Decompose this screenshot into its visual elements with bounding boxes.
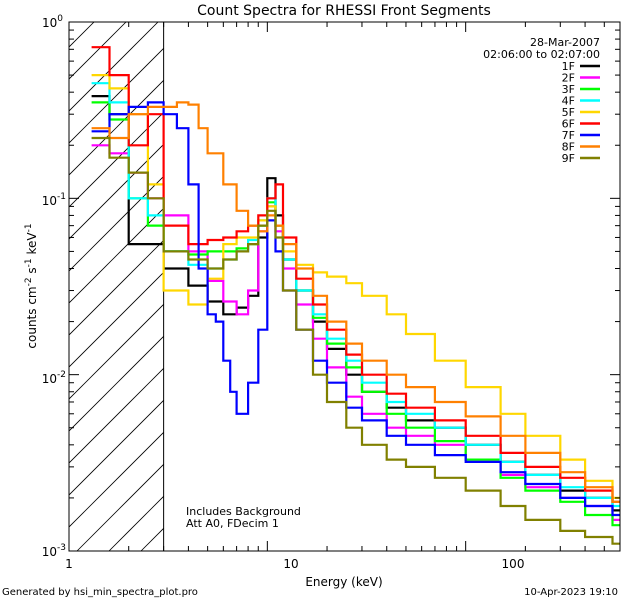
hatch-line [69, 79, 164, 176]
legend-label-6f: 6F [562, 118, 575, 131]
y-tick-label: 10-1 [42, 192, 66, 208]
y-tick-base: 10 [42, 372, 57, 386]
y-label-exp: -2 [24, 277, 34, 286]
time-range-label: 02:06:00 to 02:07:00 [483, 48, 600, 61]
x-axis-label: Energy (keV) [305, 575, 382, 589]
y-tick-exponent: -2 [57, 370, 66, 380]
series-line-3f [91, 101, 620, 527]
hatch-line [69, 175, 164, 272]
hatch-line [0, 0, 101, 551]
y-label-part: s [25, 267, 39, 277]
axis-ticks [68, 21, 621, 552]
y-tick-exponent: 0 [57, 14, 63, 24]
series-line-2f [91, 144, 620, 521]
annotation-background: Includes Background [186, 505, 301, 518]
series-line-6f [91, 46, 620, 503]
legend-label-5f: 5F [562, 106, 575, 119]
plot-frame [68, 21, 621, 552]
series-line-5f [91, 74, 620, 499]
hatch-line [69, 367, 164, 464]
hatch-line [69, 335, 164, 432]
x-tick-label: 100 [502, 557, 525, 571]
y-tick-label: 100 [42, 14, 63, 30]
y-tick-exponent: -3 [57, 543, 66, 553]
x-tick-label: 1 [65, 557, 73, 571]
series-line-4f [91, 82, 620, 508]
y-label-exp: -1 [24, 223, 34, 232]
legend-label-7f: 7F [562, 129, 575, 142]
hatch-line [69, 22, 159, 112]
footer-generated-by: Generated by hsi_min_spectra_plot.pro [2, 587, 198, 598]
series-lines [91, 46, 620, 545]
hatch-line [69, 271, 164, 368]
y-tick-label: 10-2 [42, 370, 66, 386]
legend-label-9f: 9F [562, 152, 575, 165]
y-tick-exponent: -1 [57, 192, 66, 202]
legend-label-1f: 1F [562, 60, 575, 73]
shaded-region-hatch [0, 0, 164, 551]
y-label-part: counts cm [25, 286, 39, 348]
legend-label-2f: 2F [562, 72, 575, 85]
series-line-8f [91, 101, 620, 503]
hatch-line [69, 431, 164, 528]
footer-timestamp: 10-Apr-2023 19:10 [524, 587, 618, 598]
y-label-part: keV [25, 232, 39, 259]
legend-label-8f: 8F [562, 141, 575, 154]
y-tick-base: 10 [42, 545, 57, 559]
legend-label-3f: 3F [562, 83, 575, 96]
legend-label-4f: 4F [562, 95, 575, 108]
y-tick-base: 10 [42, 194, 57, 208]
y-label-exp: -1 [24, 258, 34, 267]
series-line-1f [91, 95, 620, 512]
y-tick-base: 10 [42, 16, 57, 30]
x-tick-label: 10 [283, 557, 298, 571]
hatch-line [0, 0, 133, 551]
hatch-line [69, 22, 127, 80]
hatch-line [69, 207, 164, 304]
hatch-line [69, 399, 164, 496]
annotation-attenuator: Att A0, FDecim 1 [186, 517, 279, 530]
y-axis-label: counts cm-2 s-1 keV-1 [24, 223, 39, 348]
hatch-line [69, 239, 164, 336]
series-line-9f [91, 136, 620, 545]
y-tick-label: 10-3 [42, 543, 66, 559]
hatch-line [69, 47, 164, 144]
date-label: 28-Mar-2007 [530, 36, 600, 49]
hatch-line [69, 143, 164, 240]
chart-title: Count Spectra for RHESSI Front Segments [197, 3, 491, 19]
